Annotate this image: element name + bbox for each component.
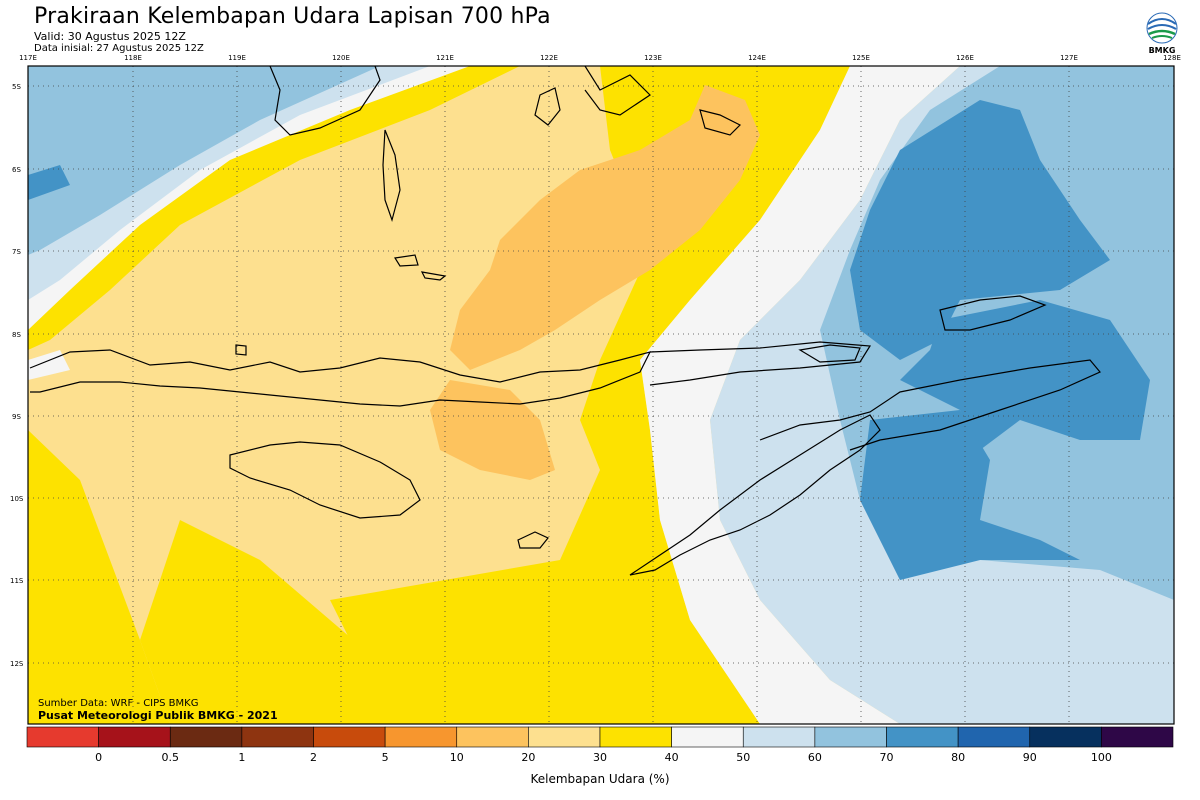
sumba-coast <box>229 441 421 519</box>
lon-label: 125E <box>852 54 870 62</box>
lon-label: 119E <box>228 54 246 62</box>
timor-coast <box>629 414 881 576</box>
coastlines <box>29 66 1101 576</box>
colorbar-swatch <box>814 726 887 748</box>
colorbar-swatch <box>1029 726 1102 748</box>
colorbar-tick-label: 30 <box>593 751 607 764</box>
colorbar-tick-label: 70 <box>880 751 894 764</box>
colorbar-swatch <box>957 726 1031 748</box>
east-white-band <box>640 66 960 724</box>
map-title: Prakiraan Kelembapan Udara Lapisan 700 h… <box>34 4 551 29</box>
initial-time: Data inisial: 27 Agustus 2025 12Z <box>34 43 204 54</box>
colorbar-swatch <box>26 726 99 748</box>
colorbar-swatch <box>313 726 386 748</box>
savu-island <box>517 531 549 549</box>
humidity-field <box>28 66 1174 724</box>
colorbar-swatch <box>742 726 816 748</box>
alor-island <box>798 344 861 363</box>
wetar-island <box>939 295 1047 331</box>
colorbar-tick-label: 0 <box>95 751 102 764</box>
lon-label: 126E <box>956 54 974 62</box>
lat-label: 9S <box>12 413 21 421</box>
colorbar-tick-label: 50 <box>736 751 750 764</box>
colorbar-tick-label: 2 <box>310 751 317 764</box>
buton-island <box>534 87 561 126</box>
colorbar-tick-label: 90 <box>1023 751 1037 764</box>
orange-core-north <box>450 85 760 370</box>
lon-label: 118E <box>124 54 142 62</box>
lat-label: 12S <box>10 660 24 668</box>
lat-label: 8S <box>12 331 21 339</box>
logo-text: BMKG <box>1149 46 1176 55</box>
lon-label: 124E <box>748 54 766 62</box>
nw-mid-blue <box>28 66 380 255</box>
colorbar-tick-label: 80 <box>951 751 965 764</box>
east-yellow-band <box>330 66 850 724</box>
east-dark-blue-north <box>850 100 1110 360</box>
colorbar-swatch <box>169 726 243 748</box>
west-yellow-strip <box>28 430 170 724</box>
colorbar-tick-label: 5 <box>382 751 389 764</box>
colorbar-swatch <box>456 726 529 748</box>
data-source: Sumber Data: WRF - CIPS BMKG <box>38 698 198 709</box>
colorbar-tick-label: 20 <box>521 751 535 764</box>
colorbar-swatch <box>1101 726 1174 748</box>
north-islands <box>584 66 651 116</box>
sumbawa-lombok-flores-coast <box>29 349 652 407</box>
lat-label: 10S <box>10 495 24 503</box>
publisher: Pusat Meteorologi Publik BMKG - 2021 <box>38 709 278 722</box>
colorbar-tick-label: 10 <box>450 751 464 764</box>
colorbar-tick-label: 1 <box>238 751 245 764</box>
bmkg-logo-icon: BMKG <box>1146 12 1178 55</box>
lat-label: 5S <box>12 83 21 91</box>
nw-dark-blue <box>28 165 70 200</box>
colorbar: 0 0.5 1 2 5 10 20 30 40 50 60 70 80 90 100 <box>26 726 1174 764</box>
lat-label: 6S <box>12 166 21 174</box>
colorbar-swatch <box>98 726 171 748</box>
islet-1 <box>420 271 447 281</box>
valid-time: Valid: 30 Agustus 2025 12Z <box>34 30 186 43</box>
lat-label: 7S <box>12 248 21 256</box>
islet-3 <box>235 344 247 356</box>
lon-label: 123E <box>644 54 662 62</box>
lon-label: 117E <box>19 54 37 62</box>
colorbar-swatch <box>528 726 601 748</box>
colorbar-swatch <box>599 726 672 748</box>
map-frame <box>27 65 1175 725</box>
lat-label: 11S <box>10 577 24 585</box>
orange-core-south <box>430 380 555 480</box>
islet-2 <box>394 254 419 267</box>
east-dark-blue-south2 <box>860 410 1080 580</box>
flores-east-coast <box>649 341 872 386</box>
southwest-yellow <box>140 520 440 724</box>
colorbar-tick-label: 40 <box>665 751 679 764</box>
colorbar-tick-label: 0.5 <box>162 751 180 764</box>
west-white-patch <box>28 350 70 380</box>
east-dark-blue-south <box>900 300 1150 450</box>
lon-label: 121E <box>436 54 454 62</box>
colorbar-swatch <box>384 726 458 748</box>
colorbar-swatch <box>241 726 314 748</box>
colorbar-label: Kelembapan Udara (%) <box>530 772 670 786</box>
kalimantan-south <box>269 66 381 136</box>
colorbar-swatch <box>886 726 959 748</box>
lon-label: 128E <box>1163 54 1181 62</box>
small-islands-north <box>699 109 742 136</box>
lon-label: 127E <box>1060 54 1078 62</box>
colorbar-tick-label: 60 <box>808 751 822 764</box>
timor-border-east <box>759 359 1101 451</box>
longitude-labels: 117E 118E 119E 120E 121E 122E 123E 124E … <box>19 54 1181 62</box>
colorbar-swatch <box>671 726 744 748</box>
lon-label: 122E <box>540 54 558 62</box>
colorbar-tick-label: 100 <box>1091 751 1112 764</box>
sulawesi-south <box>382 129 401 223</box>
lon-label: 120E <box>332 54 350 62</box>
latitude-labels: 5S 6S 7S 8S 9S 10S 11S 12S <box>10 83 24 668</box>
